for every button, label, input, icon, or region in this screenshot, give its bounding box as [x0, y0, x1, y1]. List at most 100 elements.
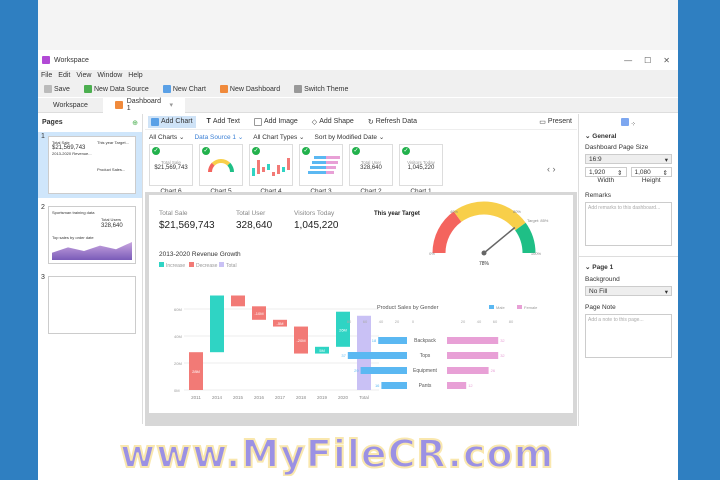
- card-kpi-value: 328,640: [360, 164, 382, 171]
- new-data-source-label: New Data Source: [93, 85, 149, 93]
- menu-help[interactable]: Help: [128, 72, 143, 79]
- legend-swatch: [517, 305, 522, 309]
- data-label: 37: [341, 353, 346, 358]
- data-label: 29: [354, 368, 359, 373]
- check-icon: ✓: [302, 147, 310, 155]
- switch-theme-label: Switch Theme: [304, 85, 349, 93]
- bars-thumb: [302, 155, 340, 175]
- chevron-down-icon[interactable]: ▾: [169, 102, 173, 109]
- add-chart-button[interactable]: Add Chart: [148, 115, 196, 128]
- filter-all-charts[interactable]: All Charts ⌄: [149, 134, 185, 141]
- menu-window[interactable]: Window: [97, 72, 123, 79]
- chart-card[interactable]: ✓ Chart 5: [199, 144, 243, 195]
- page-section[interactable]: ⌄ Page 1: [579, 256, 678, 271]
- dashboard-icon: [115, 101, 123, 109]
- page-size-value: 16:9: [589, 156, 602, 163]
- remarks-textarea[interactable]: Add remarks to this dashboard...: [585, 202, 672, 246]
- filter-data-source[interactable]: Data Source 1 ⌄: [194, 134, 244, 141]
- chart-icon: [162, 85, 171, 93]
- title-bar: Workspace — ☐ ✕: [38, 52, 678, 68]
- bar-male: [381, 382, 407, 389]
- dashboard-canvas: Total Sale $21,569,743 Total User 328,640 Vi…: [145, 192, 577, 426]
- data-label: 5M: [319, 348, 325, 353]
- chart-card[interactable]: ✓Total Sale$21,569,743 Chart 6: [149, 144, 193, 195]
- page-note-textarea[interactable]: Add a note to this page...: [585, 314, 672, 358]
- new-chart-label: New Chart: [172, 85, 206, 93]
- tab-dashboard-1[interactable]: Dashboard 1 ▾: [103, 97, 185, 113]
- refresh-data-button[interactable]: ↻ Refresh Data: [365, 116, 420, 128]
- window-title: Workspace: [54, 56, 89, 64]
- shape-icon: ◇: [311, 118, 318, 126]
- x-tick: 0: [412, 319, 415, 324]
- kpi-value: 328,640: [236, 220, 273, 231]
- add-image-button[interactable]: Add Image: [251, 116, 301, 128]
- sort-label: Sort by Modified Date: [314, 134, 378, 141]
- chart-card[interactable]: ✓ Chart 3: [299, 144, 343, 195]
- add-shape-button[interactable]: ◇ Add Shape: [309, 116, 357, 128]
- kpi-value: $21,569,743: [159, 220, 215, 231]
- width-input[interactable]: 1,920 ⇕: [585, 167, 627, 177]
- height-input[interactable]: 1,080 ⇕: [630, 167, 672, 177]
- height-value: 1,080: [634, 169, 651, 176]
- pages-header: Pages ⊕: [38, 114, 142, 132]
- gauge-target: Target: 85%: [527, 218, 549, 223]
- page-number: 3: [41, 274, 45, 281]
- new-dashboard-button[interactable]: New Dashboard: [217, 83, 283, 95]
- gauge-band: [453, 201, 526, 231]
- thumb-label: 2013-2020 Revenue...: [52, 151, 92, 156]
- present-button[interactable]: ▭ Present: [536, 116, 575, 128]
- tab-workspace[interactable]: Workspace: [38, 98, 103, 113]
- area-chart-thumb: [52, 242, 132, 260]
- theme-icon: [294, 85, 303, 93]
- save-button[interactable]: Save: [41, 83, 73, 95]
- page-size-select[interactable]: 16:9 ▾: [585, 154, 672, 164]
- bar-male: [347, 352, 407, 359]
- minimize-button[interactable]: —: [624, 56, 633, 65]
- filter-chart-types[interactable]: All Chart Types ⌄: [253, 134, 305, 141]
- switch-theme-button[interactable]: Switch Theme: [291, 83, 351, 95]
- chart-card[interactable]: ✓ Chart 4: [249, 144, 293, 195]
- filter-label: All Charts: [149, 134, 178, 141]
- present-label: Present: [547, 118, 572, 125]
- maximize-button[interactable]: ☐: [644, 56, 652, 65]
- card-kpi-value: 1,045,220: [407, 164, 435, 171]
- refresh-icon: ↻: [367, 118, 374, 126]
- page-size-label: Dashboard Page Size: [585, 144, 649, 151]
- chart-card-label: Chart 2: [349, 188, 393, 195]
- background: [38, 0, 678, 50]
- layout-icon[interactable]: ⁘: [630, 121, 637, 128]
- check-icon: ✓: [202, 147, 210, 155]
- dashboard-icon: [219, 85, 228, 93]
- thumb-label: This year Target...: [97, 140, 129, 145]
- save-label: Save: [54, 85, 70, 93]
- waterfall-bar: [189, 352, 203, 390]
- legend-swatch: [159, 262, 164, 267]
- x-tick: 80: [509, 319, 514, 324]
- legend-label: Female: [524, 305, 538, 310]
- x-tick: 60: [493, 319, 498, 324]
- page-thumbnail-1[interactable]: Total Sale $21,569,743 2013-2020 Revenue..…: [48, 136, 136, 194]
- next-icon[interactable]: ›: [552, 164, 556, 174]
- general-section[interactable]: ⌄ General: [585, 133, 617, 140]
- check-icon: ✓: [352, 147, 360, 155]
- page-thumbnail-3[interactable]: [48, 276, 136, 334]
- new-chart-button[interactable]: New Chart: [160, 83, 209, 95]
- add-text-button[interactable]: T Add Text: [204, 116, 243, 127]
- page-thumbnail-2[interactable]: Sportsman training data Total Users 328,64…: [48, 206, 136, 264]
- new-data-source-button[interactable]: New Data Source: [81, 83, 152, 95]
- y-tick: 0M: [174, 388, 180, 393]
- prev-icon[interactable]: ‹: [547, 164, 550, 174]
- menu-edit[interactable]: Edit: [58, 72, 71, 79]
- data-label: 12: [468, 383, 473, 388]
- kpi-value: 1,045,220: [294, 220, 339, 231]
- background-select[interactable]: No Fill ▾: [585, 286, 672, 296]
- menu-file[interactable]: File: [41, 72, 53, 79]
- menu-view[interactable]: View: [76, 72, 92, 79]
- close-button[interactable]: ✕: [663, 56, 670, 65]
- add-page-icon[interactable]: ⊕: [132, 120, 138, 127]
- legend-label: Decrease: [196, 263, 218, 269]
- sort-dropdown[interactable]: Sort by Modified Date ⌄: [314, 134, 385, 141]
- properties-icon[interactable]: [620, 118, 629, 126]
